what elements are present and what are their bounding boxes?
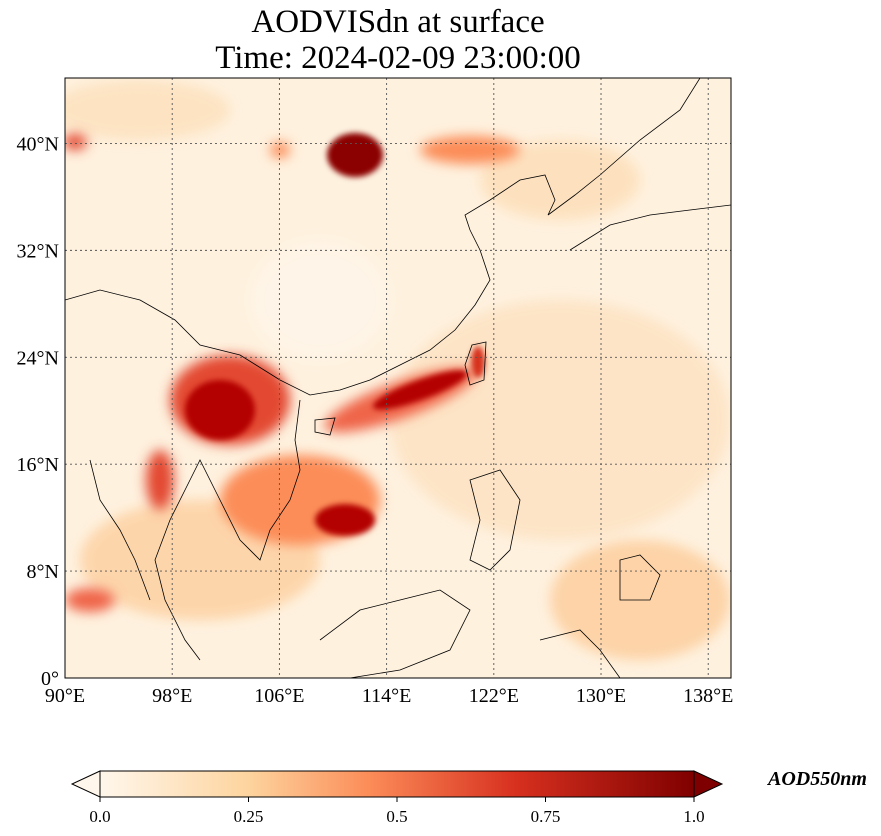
- lon-tick-label: 106°E: [254, 685, 304, 707]
- colorbar-tick-label: 0.0: [89, 807, 110, 826]
- lon-tick-label: 138°E: [683, 685, 733, 707]
- lat-tick-label: 0°: [41, 668, 59, 690]
- latitude-labels: 40°N 32°N 24°N 16°N 8°N 0°: [17, 133, 59, 690]
- lon-tick-label: 130°E: [576, 685, 626, 707]
- lat-tick-label: 24°N: [17, 347, 59, 369]
- map-frame: [64, 77, 732, 679]
- colorbar: 0.0 0.25 0.5 0.75 1.0: [70, 770, 724, 826]
- coastlines: [65, 78, 731, 678]
- lat-tick-label: 32°N: [17, 240, 59, 262]
- aod-field: [65, 78, 731, 678]
- colorbar-tick-label: 0.25: [234, 807, 264, 826]
- map-subtitle-time: Time: 2024-02-09 23:00:00: [215, 40, 581, 76]
- colorbar-tick-label: 1.0: [683, 807, 704, 826]
- lat-tick-label: 16°N: [17, 454, 59, 476]
- colorbar-tick-label: 0.75: [531, 807, 561, 826]
- gridlines: [65, 78, 731, 678]
- colorbar-label: AOD550nm: [768, 768, 867, 790]
- map-title: AODVISdn at surface: [251, 4, 545, 40]
- colorbar-extend-high: [693, 770, 724, 798]
- lat-tick-label: 40°N: [17, 133, 59, 155]
- lon-tick-label: 98°E: [152, 685, 192, 707]
- lon-tick-label: 122°E: [469, 685, 519, 707]
- lon-tick-label: 114°E: [362, 685, 411, 707]
- longitude-labels: 90°E 98°E 106°E 114°E 122°E 130°E 138°E: [45, 685, 733, 707]
- colorbar-tick-label: 0.5: [386, 807, 407, 826]
- lon-tick-label: 90°E: [45, 685, 85, 707]
- colorbar-extend-low: [70, 770, 101, 798]
- lat-tick-label: 8°N: [27, 561, 59, 583]
